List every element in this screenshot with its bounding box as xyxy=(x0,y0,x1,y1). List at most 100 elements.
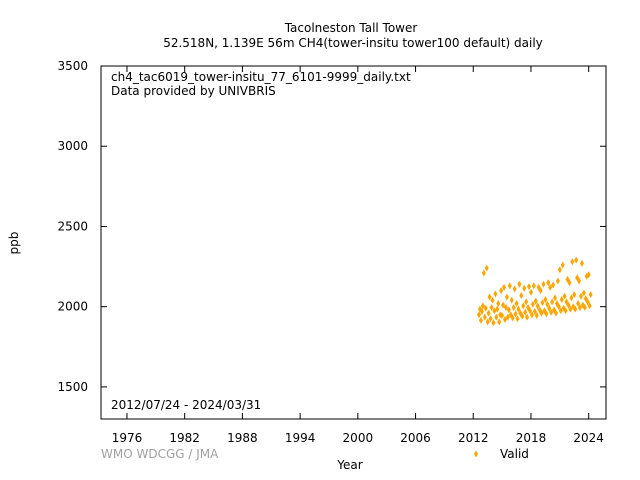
x-tick-label: 2006 xyxy=(400,431,431,445)
data-point xyxy=(548,283,553,291)
data-point xyxy=(531,282,536,290)
data-point xyxy=(481,269,486,277)
data-point xyxy=(553,294,558,302)
data-point xyxy=(527,283,532,291)
data-point xyxy=(572,291,577,299)
data-point xyxy=(558,307,563,315)
data-point xyxy=(577,277,582,285)
x-tick-label: 1988 xyxy=(227,431,258,445)
data-point xyxy=(495,305,500,313)
data-point xyxy=(521,302,526,310)
data-point xyxy=(570,258,575,266)
data-point xyxy=(493,290,498,298)
x-tick-label: 2018 xyxy=(516,431,547,445)
data-point xyxy=(482,313,487,321)
legend-label-valid: Valid xyxy=(500,447,529,461)
y-tick-label: 2000 xyxy=(57,300,88,314)
data-point xyxy=(573,305,578,313)
data-point xyxy=(546,279,551,287)
data-point xyxy=(568,305,573,313)
data-point xyxy=(519,291,524,299)
y-tick-label: 2500 xyxy=(57,219,88,233)
y-tick-label: 3000 xyxy=(57,139,88,153)
data-point xyxy=(501,301,506,309)
data-point xyxy=(505,313,510,321)
y-tick-label: 3500 xyxy=(57,59,88,73)
data-point xyxy=(525,313,530,321)
data-point xyxy=(560,261,565,269)
data-point xyxy=(500,312,505,320)
data-point xyxy=(544,310,549,318)
data-point xyxy=(483,304,488,312)
data-point xyxy=(535,302,540,310)
data-point xyxy=(532,307,537,315)
data-point xyxy=(477,311,482,319)
data-point xyxy=(539,309,544,317)
data-point xyxy=(585,298,590,306)
plot-area-frame xyxy=(100,65,607,420)
data-point xyxy=(489,303,494,311)
data-point xyxy=(488,315,493,323)
data-point xyxy=(486,309,491,317)
data-point xyxy=(557,266,562,274)
data-point xyxy=(581,289,586,297)
data-point xyxy=(534,312,539,320)
data-point xyxy=(515,315,520,323)
data-point xyxy=(549,308,554,316)
data-point xyxy=(566,301,571,309)
chart-subtitle: 52.518N, 1.139E 56m CH4(tower-insitu tow… xyxy=(163,36,543,50)
data-point xyxy=(533,297,538,305)
data-point xyxy=(511,303,516,311)
x-axis: 1976 1982 1988 1994 2000 2006 2012 2018 2024 xyxy=(112,66,604,445)
data-point xyxy=(587,302,592,310)
data-point xyxy=(582,303,587,311)
data-point xyxy=(479,307,484,315)
provider-label: Data provided by UNIVBRIS xyxy=(111,84,276,98)
x-tick-label: 2012 xyxy=(458,431,489,445)
data-point xyxy=(484,264,489,272)
data-point xyxy=(578,292,583,300)
data-point xyxy=(512,285,517,293)
data-point xyxy=(503,303,508,311)
data-point xyxy=(530,300,535,308)
data-point xyxy=(478,316,483,324)
data-point xyxy=(497,318,502,326)
data-point xyxy=(578,303,583,311)
y-tick-label: 1500 xyxy=(57,380,88,394)
data-point xyxy=(579,259,584,267)
data-point xyxy=(503,316,507,324)
data-point xyxy=(555,277,560,285)
data-point xyxy=(559,295,564,303)
data-point xyxy=(574,256,579,264)
data-points xyxy=(477,256,593,327)
data-point xyxy=(509,296,514,304)
data-point xyxy=(567,279,572,287)
data-point xyxy=(514,299,519,307)
data-point xyxy=(543,295,548,303)
data-point xyxy=(496,299,501,307)
x-tick-label: 1994 xyxy=(285,431,316,445)
data-point xyxy=(490,296,495,304)
data-point xyxy=(586,271,591,279)
y-axis-label: ppb xyxy=(7,232,21,255)
data-point xyxy=(494,313,499,321)
data-point xyxy=(491,319,496,327)
legend: Valid xyxy=(474,447,529,461)
chart-title: Tacolneston Tall Tower xyxy=(284,21,418,35)
data-point xyxy=(562,292,567,300)
legend-marker-valid xyxy=(474,450,478,458)
data-point xyxy=(556,303,561,311)
data-point xyxy=(480,302,485,310)
data-point xyxy=(563,307,568,315)
data-point xyxy=(538,287,543,295)
data-point xyxy=(528,288,533,296)
data-point xyxy=(528,307,533,315)
data-point xyxy=(504,293,509,301)
x-tick-label: 2024 xyxy=(573,431,604,445)
data-point xyxy=(545,300,550,308)
data-point xyxy=(513,310,518,318)
data-point xyxy=(507,282,512,290)
data-point xyxy=(551,281,556,289)
data-point xyxy=(516,305,521,313)
date-range-label: 2012/07/24 - 2024/03/31 xyxy=(111,398,261,412)
